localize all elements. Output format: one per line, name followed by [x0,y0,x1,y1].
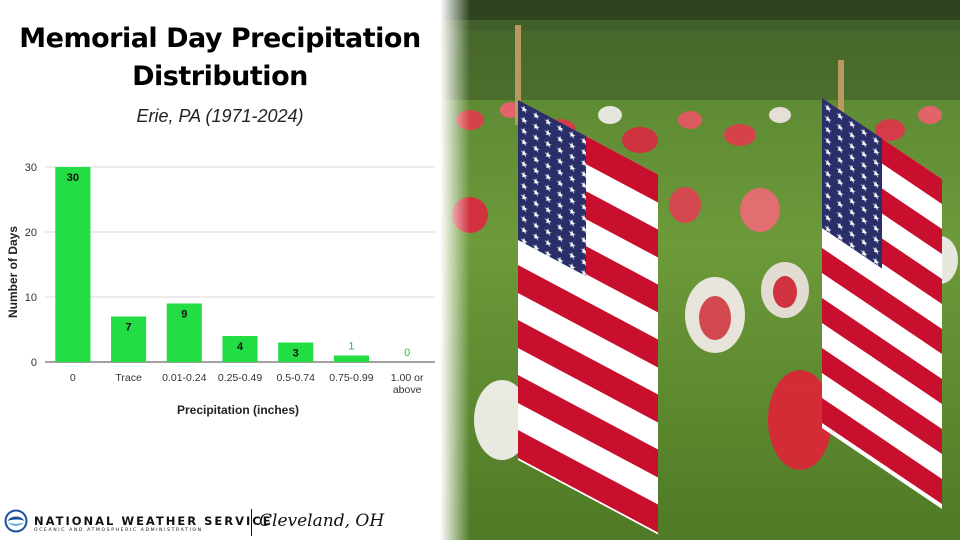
x-tick-label: 0 [70,372,76,384]
chart-data-labels: 30 7 9 4 3 1 0 [67,172,410,360]
noaa-logo-icon [4,509,28,533]
bar-5 [333,355,369,362]
title-line-1: Memorial Day Precipitation [19,23,421,54]
data-label-0: 30 [67,172,79,184]
data-label-5: 1 [348,341,354,353]
org-name: NATIONAL WEATHER SERVICE [34,514,273,528]
bar-4 [278,342,314,362]
y-tick-label: 30 [25,162,37,174]
title-line-2: Distribution [132,61,308,92]
x-axis-title: Precipitation (inches) [177,403,299,417]
photo-fade-edge [440,0,470,540]
x-tick-label: 0.25-0.49 [218,372,263,384]
y-axis-title: Number of Days [6,226,20,318]
chart-bars [55,167,369,362]
x-tick-label: 0.75-0.99 [329,372,374,384]
y-tick-label: 20 [25,227,37,239]
x-tick-label: Trace [115,372,142,384]
chart-y-ticks: 0 10 20 30 [25,162,37,369]
precipitation-chart: 30 7 9 4 3 1 0 0 10 20 30 0 Trace 0.01-0.24 0.25-0.4… [0,150,440,425]
bar-0 [55,167,91,362]
data-label-6: 0 [404,347,410,359]
bar-3 [222,336,258,362]
memorial-flags-photo: ★ [440,0,960,540]
chart-x-ticks: 0 Trace 0.01-0.24 0.25-0.49 0.5-0.74 0.75-0.9… [70,372,424,396]
y-tick-label: 10 [25,292,37,304]
footer-branding: NATIONAL WEATHER SERVICE OCEANIC AND ATM… [0,505,440,540]
x-tick-label: above [393,384,422,396]
y-tick-label: 0 [31,357,37,369]
data-label-1: 7 [126,322,132,334]
org-subtitle: OCEANIC AND ATMOSPHERIC ADMINISTRATION [34,528,203,533]
data-label-3: 4 [237,341,244,353]
page-title: Memorial Day Precipitation Distribution [0,20,440,96]
x-tick-label: 0.01-0.24 [162,372,207,384]
footer-divider [251,509,252,536]
page-subtitle: Erie, PA (1971-2024) [136,106,304,126]
chart-gridlines [45,166,435,363]
data-label-2: 9 [181,309,187,321]
x-tick-label: 1.00 or [391,372,424,384]
office-name: Cleveland, OH [259,511,385,531]
data-label-4: 3 [293,348,299,360]
bar-1 [111,316,147,362]
bar-2 [166,303,202,362]
x-tick-label: 0.5-0.74 [276,372,315,384]
